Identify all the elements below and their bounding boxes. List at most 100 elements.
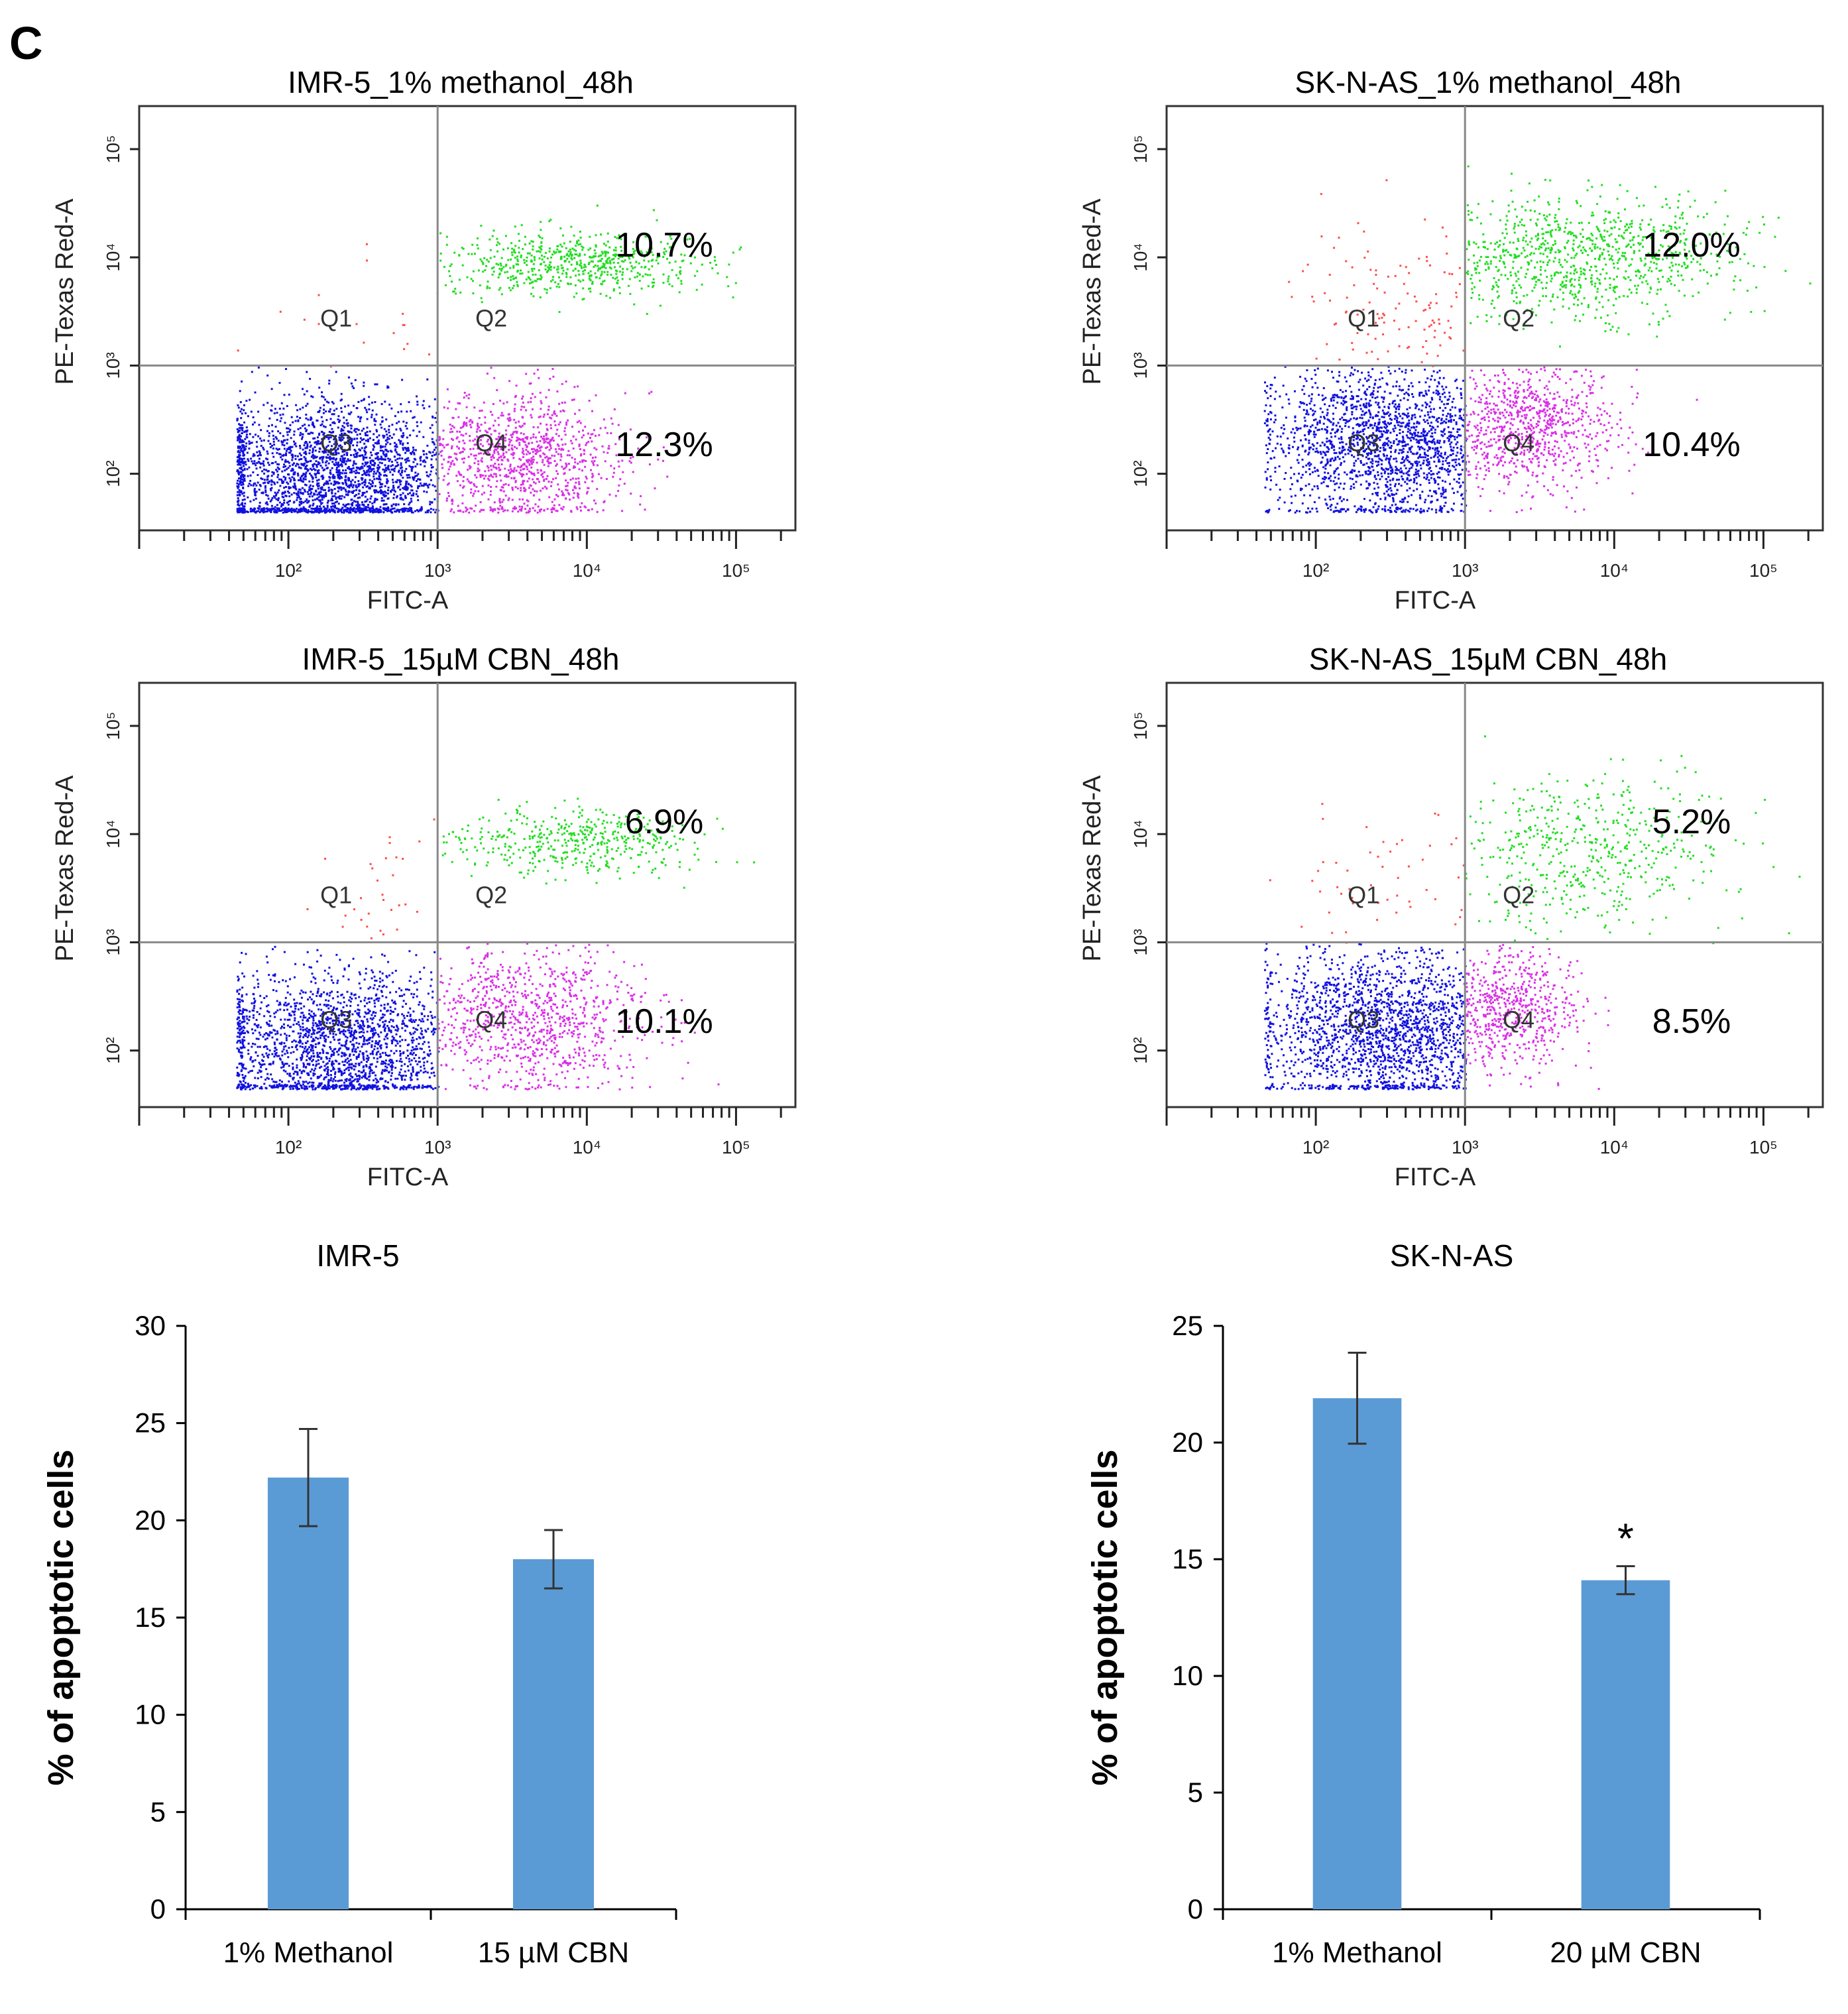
y-tick-label: 10⁵ <box>103 135 123 164</box>
x-axis-label: FITC-A <box>1395 587 1476 615</box>
y-axis-label: % of apoptotic cells <box>1085 1449 1125 1785</box>
x-tick-label: 10⁵ <box>1749 1137 1778 1157</box>
x-category-label: 20 µM CBN <box>1550 1936 1701 1969</box>
x-tick-label: 10⁴ <box>1600 560 1629 581</box>
y-tick-label: 0 <box>1188 1893 1203 1925</box>
x-tick-label: 10⁵ <box>1749 560 1778 581</box>
x-axis-label: FITC-A <box>367 1163 449 1191</box>
x-tick-label: 10⁴ <box>1600 1137 1629 1157</box>
y-tick-label: 10³ <box>1130 929 1151 955</box>
x-axis: 10² 10³ 10⁴ 10⁵ FITC-A <box>138 530 782 615</box>
bar-2 <box>512 1559 595 1909</box>
quadrant-label-q3: Q3 <box>320 430 352 457</box>
plot-title: IMR-5_1% methanol_48h <box>288 65 634 99</box>
x-axis-label: FITC-A <box>1395 1163 1476 1191</box>
percentage-q2: 10.7% <box>615 226 713 265</box>
quadrant-label-q1: Q1 <box>1348 882 1379 909</box>
percentage-q2: 5.2% <box>1652 803 1731 841</box>
x-tick-label: 10² <box>275 1137 302 1157</box>
y-tick-label: 10⁴ <box>1130 243 1151 272</box>
bar-chart-1: IMR-5 0 5 10 15 20 25 30 % of apoptotic cells 1% … <box>41 1238 677 1969</box>
plot-frame <box>138 105 797 532</box>
quadrant-label-q2: Q2 <box>475 882 507 909</box>
y-axis-label: % of apoptotic cells <box>41 1449 81 1785</box>
y-tick-label: 20 <box>135 1504 166 1535</box>
points-q2 <box>441 798 756 889</box>
error-bar-1 <box>299 1427 318 1527</box>
x-axis: 10² 10³ 10⁴ 10⁵ FITC-A <box>1165 530 1810 615</box>
quadrant-label-q3: Q3 <box>320 1006 352 1034</box>
y-tick-label: 0 <box>150 1893 166 1925</box>
x-tick-label: 10⁴ <box>573 1137 601 1157</box>
bar-chart-title: SK-N-AS <box>1390 1238 1514 1273</box>
y-tick-label: 10 <box>1172 1660 1203 1691</box>
y-axis: 10² 10³ 10⁴ 10⁵ PE-Texas Red-A <box>51 135 139 487</box>
points-q4 <box>1465 366 1698 513</box>
y-tick-label: 5 <box>1188 1777 1203 1808</box>
quadrant-label-q2: Q2 <box>475 305 507 332</box>
percentage-q2: 6.9% <box>625 803 704 841</box>
points-q1 <box>1288 179 1465 367</box>
y-tick-label: 10⁵ <box>103 712 123 740</box>
y-tick-label: 5 <box>150 1796 166 1827</box>
x-category-label: 1% Methanol <box>223 1936 394 1969</box>
scatter-points <box>236 798 756 1091</box>
x-tick-label: 10² <box>275 560 302 581</box>
x-axis: 10² 10³ 10⁴ 10⁵ FITC-A <box>1165 1107 1810 1191</box>
y-tick-label: 10⁴ <box>1130 820 1151 849</box>
quadrant-label-q2: Q2 <box>1503 305 1534 332</box>
x-category-label: 15 µM CBN <box>478 1936 629 1969</box>
x-tick-label: 10² <box>1302 560 1329 581</box>
y-tick-label: 30 <box>135 1310 166 1341</box>
y-axis: 10² 10³ 10⁴ 10⁵ PE-Texas Red-A <box>1078 712 1167 1064</box>
y-tick-label: 10² <box>1130 460 1151 487</box>
panel-letter: C <box>9 17 43 69</box>
y-tick-label: 10³ <box>1130 352 1151 379</box>
y-tick-label: 10² <box>103 460 123 487</box>
y-tick-label: 15 <box>135 1602 166 1633</box>
bar-chart-2: SK-N-AS 0 5 10 15 20 25 % of apoptotic cells 1% … <box>1085 1238 1761 1969</box>
y-tick-label: 25 <box>135 1407 166 1439</box>
y-axis: 10² 10³ 10⁴ 10⁵ PE-Texas Red-A <box>51 712 139 1064</box>
y-tick-label: 10³ <box>103 929 123 955</box>
flow-plot-2: SK-N-AS_1% methanol_48h 10² 10³ 10⁴ 10⁵ FITC-… <box>1078 65 1824 615</box>
y-axis-label: PE-Texas Red-A <box>51 198 79 385</box>
plot-frame <box>1165 105 1824 532</box>
scatter-points <box>1263 165 1812 514</box>
plot-title: IMR-5_15µM CBN_48h <box>302 642 619 676</box>
scatter-points <box>1263 735 1801 1091</box>
points-q4 <box>438 367 669 514</box>
points-q3 <box>1263 365 1468 514</box>
error-bar-2 <box>1616 1565 1635 1596</box>
points-q4 <box>437 943 720 1091</box>
quadrant-label-q1: Q1 <box>1348 305 1379 332</box>
x-tick-label: 10³ <box>424 1137 451 1157</box>
quadrant-label-q1: Q1 <box>320 882 352 909</box>
bar-chart-title: IMR-5 <box>316 1238 399 1273</box>
bar-2 <box>1581 1580 1670 1909</box>
error-bar-2 <box>544 1529 563 1590</box>
percentage-q2: 12.0% <box>1643 226 1740 265</box>
percentage-q4: 10.4% <box>1643 426 1740 464</box>
points-q4 <box>1465 943 1610 1090</box>
quadrant-label-q3: Q3 <box>1348 1006 1379 1034</box>
points-q3 <box>236 367 440 514</box>
points-q3 <box>236 945 440 1091</box>
quadrant-label-q2: Q2 <box>1503 882 1534 909</box>
bar-1 <box>1312 1398 1402 1909</box>
flow-plot-3: IMR-5_15µM CBN_48h 10² 10³ 10⁴ 10⁵ FITC-A 10²1… <box>51 642 797 1191</box>
x-tick-label: 10³ <box>1452 1137 1478 1157</box>
y-tick-label: 20 <box>1172 1427 1203 1458</box>
plot-title: SK-N-AS_1% methanol_48h <box>1295 65 1682 99</box>
points-q1 <box>1269 803 1465 944</box>
x-tick-label: 10⁵ <box>722 560 750 581</box>
quadrant-label-q4: Q4 <box>475 430 507 457</box>
x-axis: 10² 10³ 10⁴ 10⁵ FITC-A <box>138 1107 782 1191</box>
percentage-q4: 8.5% <box>1652 1002 1731 1041</box>
bar-1 <box>267 1477 349 1909</box>
x-tick-label: 10³ <box>1452 560 1478 581</box>
x-axis-label: FITC-A <box>367 587 449 615</box>
y-tick-label: 10² <box>1130 1037 1151 1063</box>
